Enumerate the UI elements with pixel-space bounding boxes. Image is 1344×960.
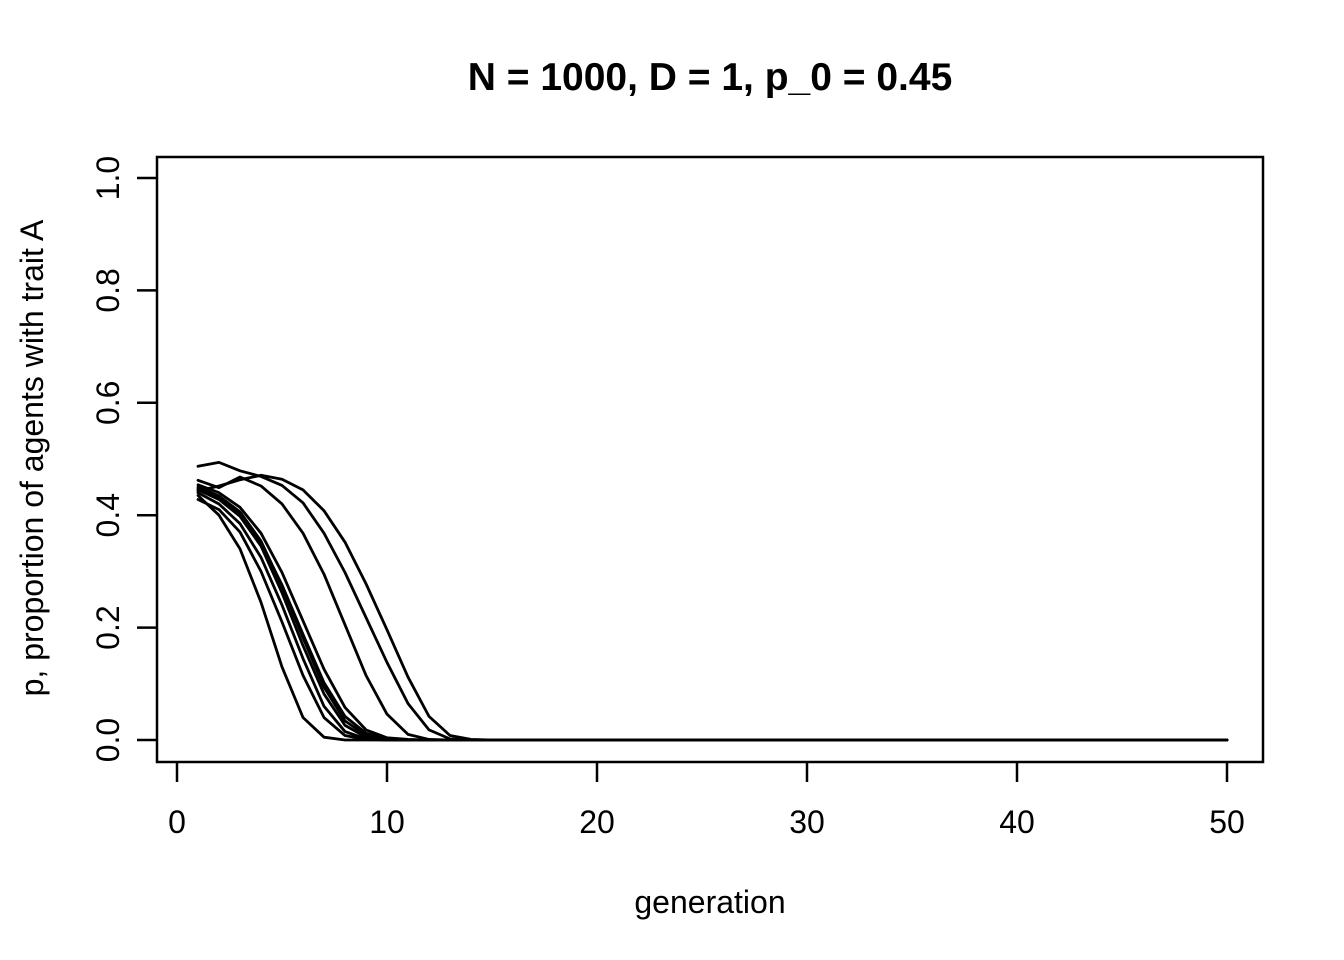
y-tick-label: 0.6 — [90, 381, 126, 425]
series-line — [196, 485, 1229, 742]
x-tick-label: 0 — [168, 804, 186, 840]
x-tick-label: 30 — [789, 804, 825, 840]
series-line — [196, 473, 1229, 742]
y-axis-label: p, proportion of agents with trait A — [14, 219, 50, 697]
chart-title: N = 1000, D = 1, p_0 = 0.45 — [467, 56, 953, 99]
series-line — [196, 488, 1229, 742]
y-tick-label: 0.4 — [90, 493, 126, 537]
y-tick-label: 0.0 — [90, 718, 126, 762]
series-line — [196, 491, 1229, 742]
y-tick-label: 0.2 — [90, 605, 126, 649]
x-tick-label: 20 — [579, 804, 615, 840]
x-tick-label: 10 — [369, 804, 405, 840]
series-line — [196, 494, 1229, 742]
x-axis-label: generation — [634, 884, 786, 920]
x-tick-label: 50 — [1209, 804, 1245, 840]
series-line — [196, 498, 1229, 742]
series-line — [196, 475, 1229, 742]
plot-box — [155, 155, 1265, 764]
series-line — [196, 483, 1229, 742]
series-line — [196, 460, 1229, 742]
y-tick-label: 0.8 — [90, 268, 126, 312]
series-line — [196, 487, 1229, 742]
x-tick-label: 40 — [999, 804, 1035, 840]
y-tick-label: 1.0 — [90, 156, 126, 200]
